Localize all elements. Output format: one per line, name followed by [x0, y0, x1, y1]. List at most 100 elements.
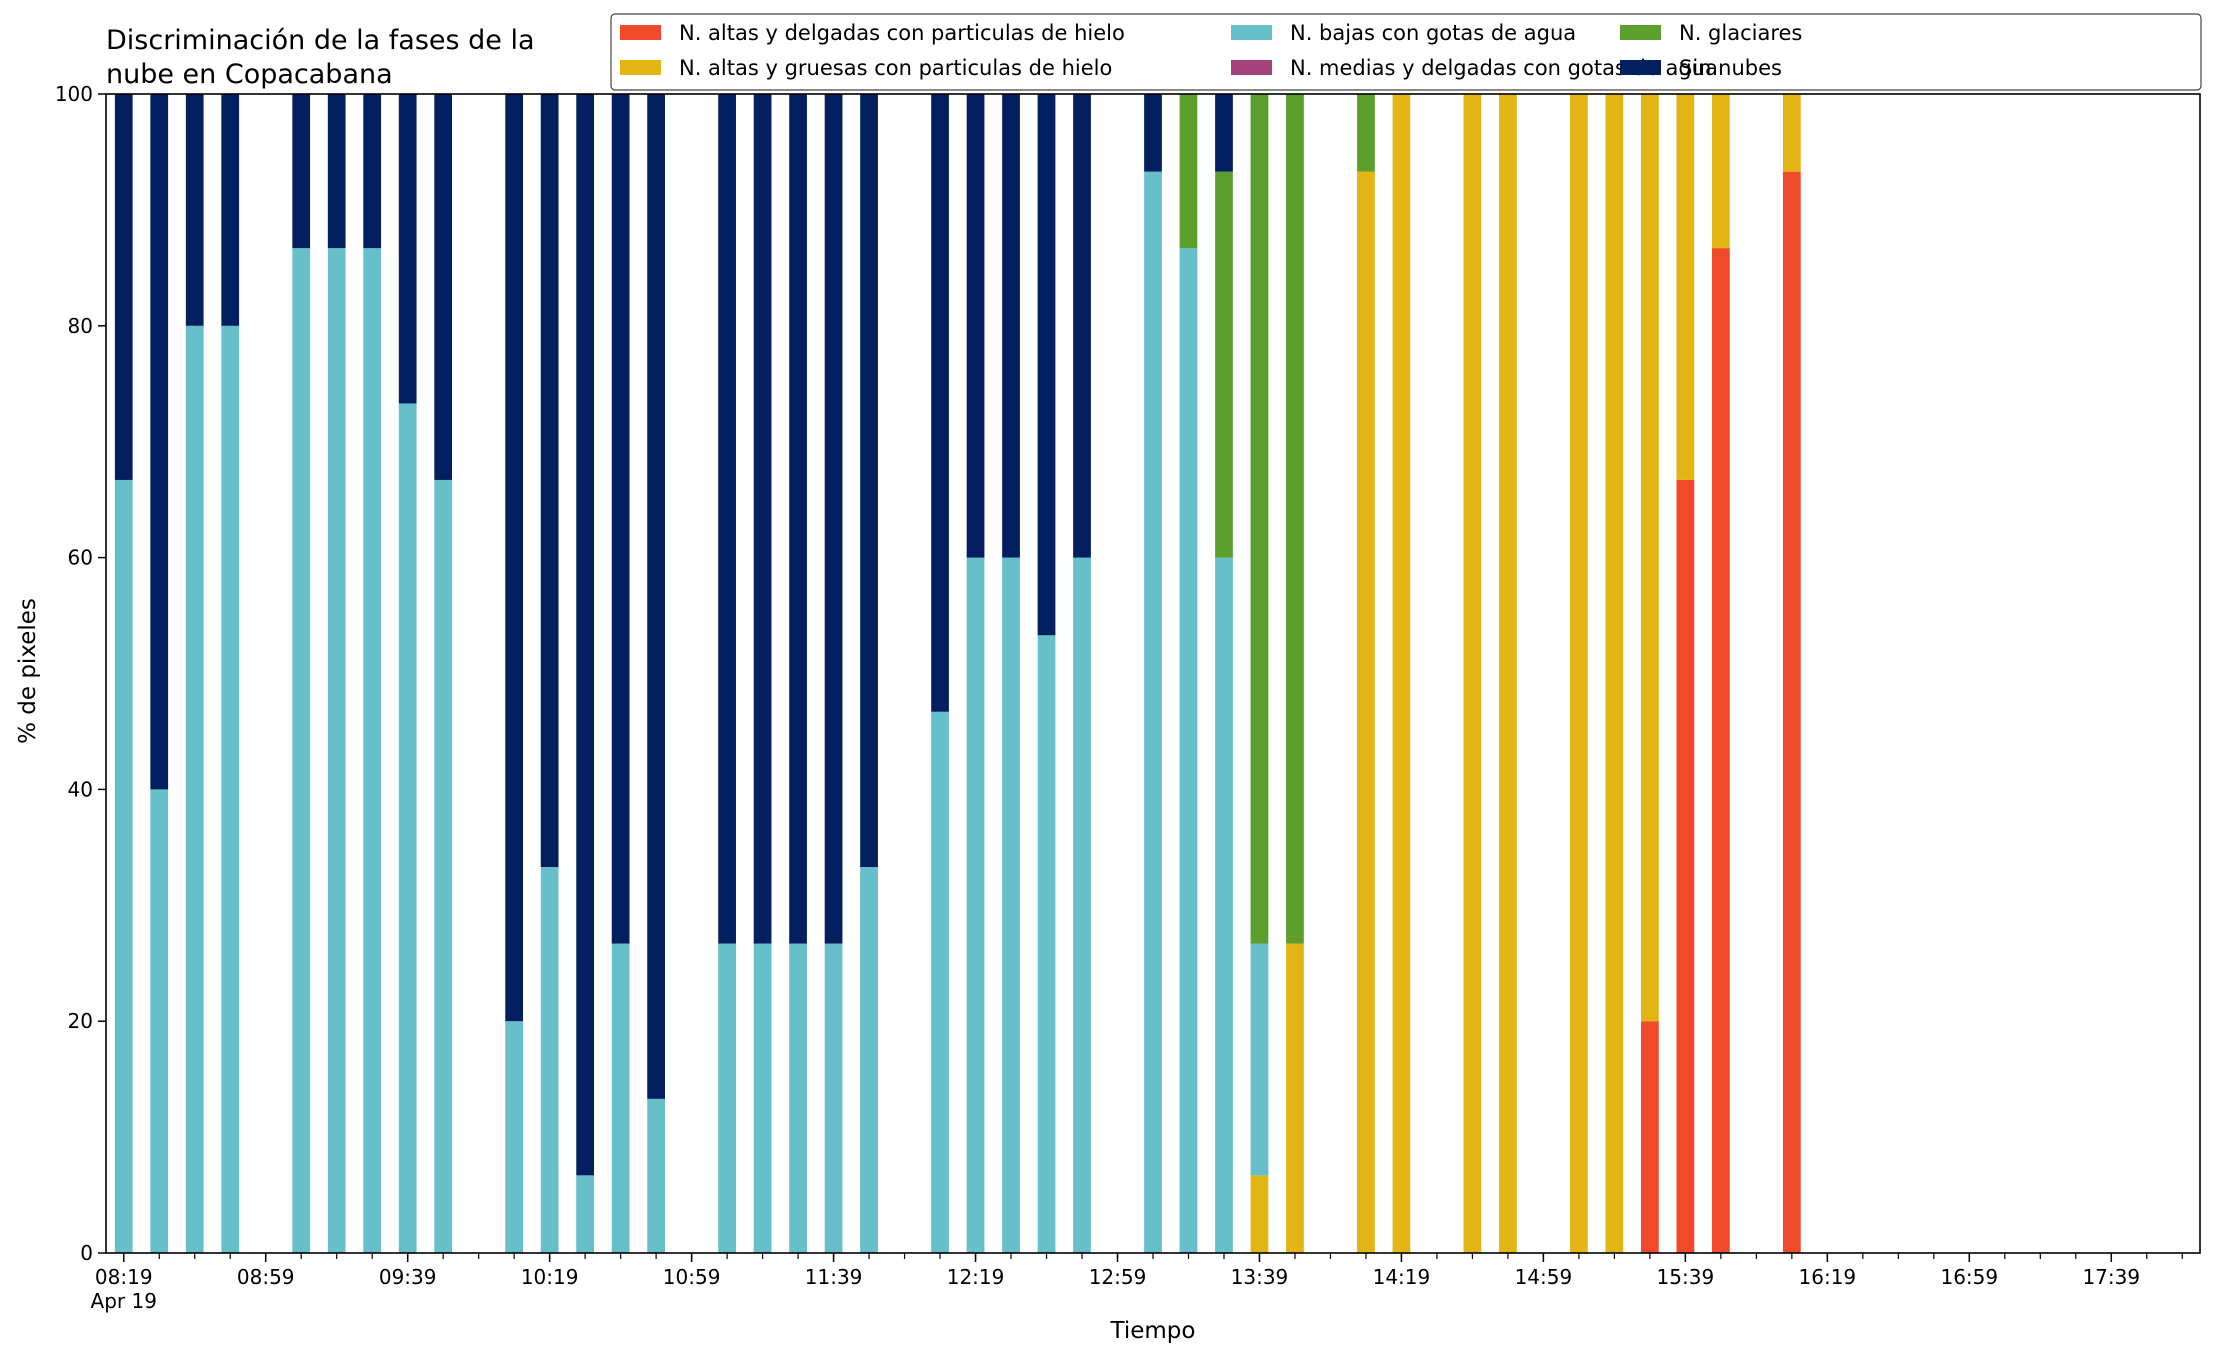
bar-n-altas-y-gruesas-con-particulas-de-hielo-1449: [1499, 94, 1517, 1253]
bar-n-bajas-con-gotas-de-agua-1019: [540, 867, 559, 1253]
bar-sin-nubes-1029: [576, 94, 595, 1176]
bar-sin-nubes-1249: [1073, 94, 1091, 558]
legend: N. altas y delgadas con particulas de hi…: [610, 13, 2202, 91]
legend-swatch-n-altas-y-gruesas-con-particulas-de-hielo: [620, 60, 661, 75]
bar-n-altas-y-gruesas-con-particulas-de-hielo-1549: [1711, 94, 1730, 249]
legend-frame: [610, 13, 2202, 91]
bar-sin-nubes-0919: [327, 94, 346, 249]
x-tick-label: 15:39: [1657, 1265, 1715, 1289]
bar-n-altas-y-gruesas-con-particulas-de-hielo-1419: [1392, 94, 1411, 1253]
x-tick-label: 11:39: [805, 1265, 863, 1289]
legend-label-n-glaciares: N. glaciares: [1679, 21, 1802, 45]
bar-n-bajas-con-gotas-de-agua-1219: [966, 557, 985, 1253]
bar-n-altas-y-gruesas-con-particulas-de-hielo-1519: [1605, 94, 1624, 1253]
legend-label-n-altas-y-gruesas-con-particulas-de-hielo: N. altas y gruesas con particulas de hie…: [679, 56, 1112, 80]
y-tick-label: 20: [68, 1009, 93, 1033]
bar-n-bajas-con-gotas-de-agua-1319: [1179, 248, 1198, 1254]
bar-n-bajas-con-gotas-de-agua-0839: [185, 325, 204, 1253]
bar-n-glaciares-1329: [1215, 171, 1233, 558]
bar-n-bajas-con-gotas-de-agua-1049: [647, 1098, 665, 1253]
bar-sin-nubes-0949: [434, 94, 453, 480]
bar-n-bajas-con-gotas-de-agua-1029: [576, 1175, 595, 1253]
x-tick-label: 09:39: [379, 1265, 437, 1289]
bar-n-bajas-con-gotas-de-agua-1309: [1144, 171, 1162, 1254]
bar-n-glaciares-1349: [1286, 94, 1304, 944]
bar-n-bajas-con-gotas-de-agua-1249: [1073, 557, 1091, 1253]
bar-n-glaciares-1319: [1179, 94, 1198, 249]
bar-sin-nubes-1039: [611, 94, 630, 944]
bar-n-altas-y-gruesas-con-particulas-de-hielo-1439: [1463, 94, 1482, 1253]
bar-n-altas-y-delgadas-con-particulas-de-hielo-1539: [1676, 479, 1695, 1253]
chart-title: Discriminación de la fases de la nube en…: [106, 25, 535, 90]
x-tick-label: 16:59: [1940, 1265, 1998, 1289]
legend-label-n-altas-y-delgadas-con-particulas-de-hielo: N. altas y delgadas con particulas de hi…: [679, 21, 1125, 45]
bar-n-altas-y-gruesas-con-particulas-de-hielo-1539: [1676, 94, 1695, 480]
bar-sin-nubes-1139: [824, 94, 843, 944]
bar-sin-nubes-0819: [114, 94, 133, 480]
bar-n-bajas-con-gotas-de-agua-1139: [824, 943, 843, 1253]
bar-sin-nubes-0829: [150, 94, 169, 790]
bar-n-glaciares-1409: [1357, 94, 1375, 172]
bar-n-bajas-con-gotas-de-agua-1149: [860, 867, 878, 1253]
y-tick-label: 80: [68, 314, 93, 338]
x-tick-label: 12:19: [947, 1265, 1005, 1289]
bar-n-altas-y-delgadas-con-particulas-de-hielo-1529: [1641, 1021, 1659, 1253]
bar-n-bajas-con-gotas-de-agua-1039: [611, 943, 630, 1253]
y-tick-label: 100: [55, 82, 93, 106]
x-tick-label: 16:19: [1799, 1265, 1857, 1289]
bar-n-glaciares-1339: [1250, 94, 1269, 944]
x-tick-label: 14:59: [1515, 1265, 1573, 1289]
x-tick-label: 08:59: [237, 1265, 295, 1289]
x-tick-label: 10:59: [663, 1265, 721, 1289]
x-tick-label: 13:39: [1231, 1265, 1289, 1289]
legend-label-n-bajas-con-gotas-de-agua: N. bajas con gotas de agua: [1290, 21, 1576, 45]
bar-sin-nubes-1239: [1037, 94, 1056, 636]
legend-swatch-n-altas-y-delgadas-con-particulas-de-hielo: [620, 25, 661, 40]
bar-sin-nubes-1019: [540, 94, 559, 868]
bar-n-bajas-con-gotas-de-agua-0909: [292, 248, 311, 1254]
legend-swatch-n-bajas-con-gotas-de-agua: [1231, 25, 1272, 40]
bar-n-bajas-con-gotas-de-agua-0829: [150, 789, 169, 1253]
bar-sin-nubes-1209: [931, 94, 949, 712]
bar-n-altas-y-gruesas-con-particulas-de-hielo-1349: [1286, 943, 1304, 1253]
x-axis-label: Tiempo: [1110, 1318, 1196, 1344]
bar-sin-nubes-1329: [1215, 94, 1233, 172]
bar-n-bajas-con-gotas-de-agua-0919: [327, 248, 346, 1254]
bar-n-bajas-con-gotas-de-agua-1229: [1002, 557, 1020, 1253]
bar-n-bajas-con-gotas-de-agua-0849: [221, 325, 240, 1253]
bar-sin-nubes-1119: [753, 94, 772, 944]
bar-sin-nubes-0849: [221, 94, 240, 326]
bar-n-bajas-con-gotas-de-agua-0819: [114, 479, 133, 1253]
bar-sin-nubes-0929: [363, 94, 382, 249]
bar-n-altas-y-gruesas-con-particulas-de-hielo-1409: [1357, 171, 1375, 1254]
bar-sin-nubes-0939: [398, 94, 417, 404]
bar-n-bajas-con-gotas-de-agua-1339: [1250, 943, 1269, 1176]
bar-n-bajas-con-gotas-de-agua-1209: [931, 711, 949, 1253]
bar-sin-nubes-1219: [966, 94, 985, 558]
bar-sin-nubes-0909: [292, 94, 311, 249]
bar-sin-nubes-1229: [1002, 94, 1020, 558]
legend-swatch-n-medias-y-delgadas-con-gotas-de-agua: [1231, 60, 1272, 75]
bar-n-bajas-con-gotas-de-agua-1129: [789, 943, 807, 1253]
y-axis: 0 20 40 60 80 100: [55, 82, 106, 1265]
chart-title-line-2: nube en Copacabana: [106, 59, 393, 90]
bar-n-bajas-con-gotas-de-agua-1009: [505, 1021, 524, 1253]
y-tick-label: 60: [68, 546, 93, 570]
legend-label-sin-nubes: Sin nubes: [1679, 56, 1782, 80]
x-tick-label: 17:39: [2082, 1265, 2140, 1289]
x-tick-label: 08:19: [95, 1265, 153, 1289]
bar-n-bajas-con-gotas-de-agua-1109: [718, 943, 736, 1253]
bar-sin-nubes-1309: [1144, 94, 1162, 172]
bar-sin-nubes-1149: [860, 94, 878, 868]
bar-n-bajas-con-gotas-de-agua-0929: [363, 248, 382, 1254]
chart-title-line-1: Discriminación de la fases de la: [106, 25, 535, 56]
y-axis-label: % de pixeles: [15, 598, 41, 744]
bars-layer: [114, 94, 1801, 1254]
y-tick-label: 40: [68, 777, 93, 801]
bar-n-altas-y-gruesas-con-particulas-de-hielo-1339: [1250, 1175, 1269, 1253]
bar-sin-nubes-1109: [718, 94, 736, 944]
x-tick-label: 14:19: [1373, 1265, 1431, 1289]
bar-n-altas-y-delgadas-con-particulas-de-hielo-1609: [1782, 171, 1801, 1254]
